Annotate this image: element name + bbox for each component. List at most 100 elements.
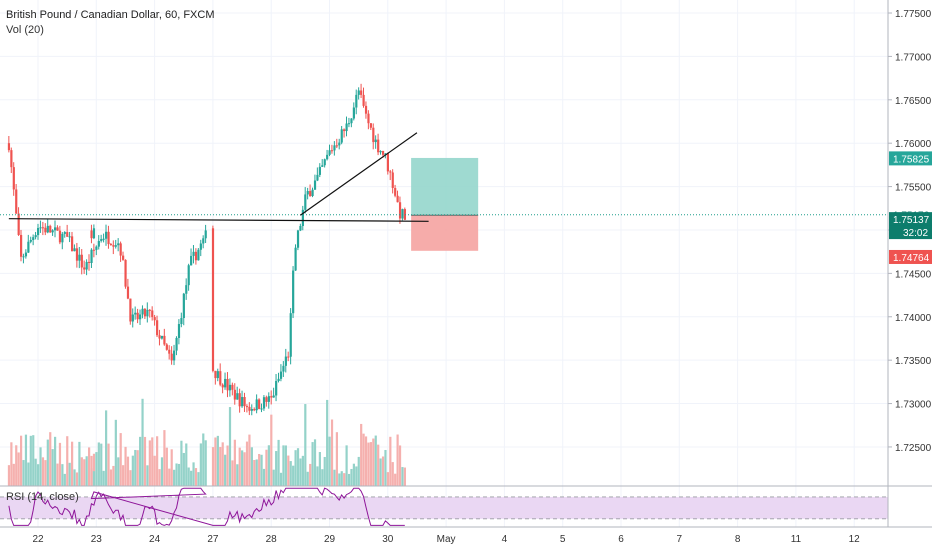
volume-bar bbox=[386, 472, 389, 486]
candle-body bbox=[236, 393, 239, 400]
candle-body bbox=[61, 233, 64, 243]
volume-bar bbox=[182, 452, 185, 486]
price-tick-label: 1.77000 bbox=[895, 52, 932, 63]
candle-body bbox=[141, 308, 144, 315]
volume-indicator-label[interactable]: Vol (20) bbox=[6, 24, 44, 36]
volume-bar bbox=[66, 436, 69, 486]
candle-body bbox=[214, 370, 217, 379]
candle-body bbox=[49, 225, 52, 233]
volume-bar bbox=[92, 471, 96, 486]
drawn-trendlines[interactable] bbox=[0, 132, 888, 222]
candle-body bbox=[83, 267, 86, 270]
volume-bar bbox=[156, 436, 159, 486]
volume-bar bbox=[347, 473, 351, 486]
candle-body bbox=[364, 105, 368, 114]
candle-body bbox=[22, 256, 25, 258]
volume-bar bbox=[51, 449, 54, 486]
volume-bar bbox=[75, 472, 79, 486]
volume-bar bbox=[338, 473, 341, 486]
candle-body bbox=[75, 248, 79, 261]
long-position-tool[interactable] bbox=[411, 157, 479, 251]
volume-bar bbox=[117, 457, 120, 486]
candle-body bbox=[369, 123, 372, 128]
volume-bar bbox=[194, 468, 198, 486]
candle-body bbox=[275, 381, 278, 396]
volume-bars bbox=[7, 398, 407, 486]
price-tick-label: 1.77500 bbox=[895, 9, 932, 20]
volume-bar bbox=[313, 439, 317, 486]
volume-bar bbox=[187, 467, 190, 486]
volume-bar bbox=[134, 449, 137, 486]
volume-bar bbox=[148, 440, 151, 486]
rsi-line bbox=[8, 487, 405, 526]
candle-body bbox=[102, 238, 105, 240]
rsi-indicator-label[interactable]: RSI (14, close) bbox=[6, 491, 79, 503]
volume-bar bbox=[34, 458, 37, 486]
volume-bar bbox=[403, 467, 407, 486]
candle-body bbox=[32, 237, 35, 240]
volume-bar bbox=[389, 436, 392, 486]
candle-body bbox=[92, 228, 96, 239]
volume-bar bbox=[296, 448, 300, 486]
volume-bar bbox=[163, 430, 166, 486]
candle-body bbox=[318, 166, 321, 175]
price-tick-label: 1.74500 bbox=[895, 269, 932, 280]
volume-bar bbox=[88, 447, 91, 486]
candle-body bbox=[335, 145, 338, 147]
candle-body bbox=[29, 239, 32, 242]
volume-bar bbox=[289, 461, 292, 486]
volume-bar bbox=[372, 438, 375, 486]
candle-body bbox=[107, 231, 110, 245]
volume-bar bbox=[80, 457, 83, 486]
stop-price-tag-bg bbox=[889, 249, 932, 264]
candle-body bbox=[175, 337, 178, 351]
candle-body bbox=[296, 230, 300, 248]
volume-bar bbox=[398, 445, 402, 486]
candle-body bbox=[355, 94, 358, 108]
time-tick-label: 12 bbox=[849, 534, 861, 545]
candle-body bbox=[194, 251, 198, 261]
volume-bar bbox=[100, 443, 103, 486]
candle-body bbox=[88, 261, 91, 263]
volume-bar bbox=[272, 469, 275, 486]
volume-bar bbox=[153, 455, 156, 486]
candle-body bbox=[136, 312, 139, 320]
volume-bar bbox=[369, 442, 372, 486]
candle-body bbox=[224, 378, 227, 388]
price-tick-label: 1.73500 bbox=[895, 356, 932, 367]
volume-bar bbox=[180, 440, 183, 486]
volume-bar bbox=[330, 419, 334, 486]
candle-body bbox=[180, 318, 183, 325]
candle-body bbox=[338, 142, 341, 146]
volume-bar bbox=[37, 464, 40, 486]
candle-body bbox=[90, 249, 93, 263]
volume-bar bbox=[165, 447, 168, 486]
candle-body bbox=[313, 180, 317, 190]
symbol-title[interactable]: British Pound / Canadian Dollar, 60, FXC… bbox=[6, 9, 215, 21]
volume-bar bbox=[19, 435, 23, 486]
candle-body bbox=[158, 335, 161, 339]
price-tick-label: 1.72500 bbox=[895, 443, 932, 454]
candle-body bbox=[221, 384, 224, 388]
candle-body bbox=[105, 231, 108, 239]
volume-bar bbox=[345, 445, 348, 486]
time-tick-label: 27 bbox=[207, 534, 219, 545]
candlestick-series bbox=[7, 83, 407, 416]
candle-body bbox=[299, 226, 302, 231]
volume-bar bbox=[335, 432, 338, 486]
candle-body bbox=[100, 239, 103, 241]
horizontal-support-line bbox=[8, 218, 429, 222]
candle-body bbox=[129, 298, 132, 322]
volume-bar bbox=[54, 436, 57, 486]
volume-bar bbox=[219, 447, 222, 486]
volume-bar bbox=[192, 462, 195, 486]
candle-body bbox=[27, 241, 30, 253]
candle-body bbox=[37, 227, 40, 236]
volume-bar bbox=[245, 441, 249, 486]
volume-bar bbox=[253, 459, 256, 486]
candle-body bbox=[401, 209, 404, 219]
candle-body bbox=[245, 406, 249, 408]
volume-bar bbox=[105, 410, 108, 486]
